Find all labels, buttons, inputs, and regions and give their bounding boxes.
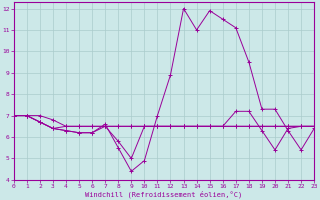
X-axis label: Windchill (Refroidissement éolien,°C): Windchill (Refroidissement éolien,°C) (85, 190, 243, 198)
